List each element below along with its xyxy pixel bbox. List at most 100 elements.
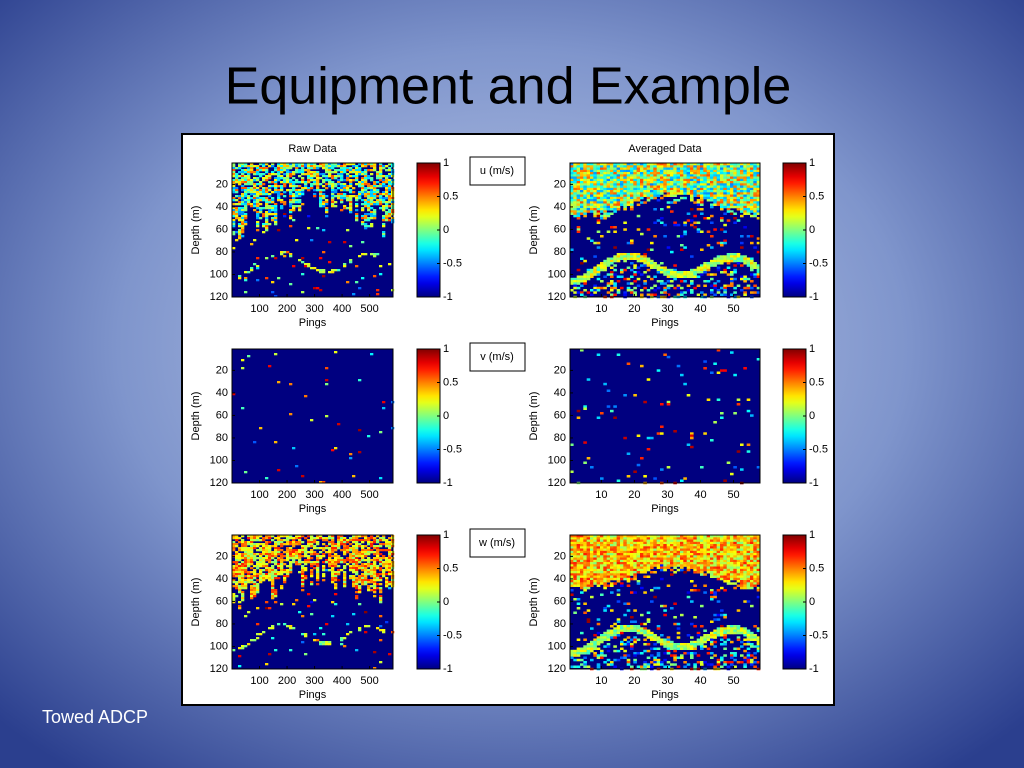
heatmap-cell <box>620 196 624 200</box>
heatmap-cell <box>361 187 365 190</box>
heatmap-cell <box>361 199 365 202</box>
heatmap-cell <box>382 225 386 228</box>
heatmap-cell <box>633 286 637 290</box>
heatmap-cell <box>570 537 574 540</box>
heatmap-cell <box>355 559 359 562</box>
heatmap-cell <box>238 231 242 234</box>
heatmap-cell <box>232 547 236 550</box>
heatmap-cell <box>720 172 724 175</box>
heatmap-cell <box>268 567 272 570</box>
heatmap-cell <box>349 205 353 208</box>
heatmap-cell <box>716 291 721 294</box>
heatmap-cell <box>626 257 631 260</box>
heatmap-cell <box>316 167 320 170</box>
heatmap-cell <box>613 176 617 179</box>
heatmap-cell <box>680 165 684 168</box>
heatmap-cell <box>373 201 377 204</box>
heatmap-cell <box>244 585 248 588</box>
heatmap-cell <box>325 203 329 206</box>
heatmap-cell <box>319 257 323 260</box>
heatmap-cell <box>277 469 281 472</box>
heatmap-cell <box>620 537 624 540</box>
heatmap-cell <box>570 208 574 211</box>
heatmap-cell <box>253 639 257 642</box>
heatmap-cell <box>636 550 641 554</box>
heatmap-cell <box>331 579 335 582</box>
heatmap-cell <box>280 177 284 180</box>
heatmap-cell <box>367 169 371 172</box>
heatmap-cell <box>656 172 661 175</box>
heatmap-cell <box>580 631 584 635</box>
heatmap-cell <box>334 585 338 588</box>
heatmap-cell <box>244 209 248 212</box>
heatmap-cell <box>313 553 317 556</box>
heatmap-cell <box>334 171 338 174</box>
heatmap-cell <box>235 209 239 212</box>
heatmap-cell <box>613 178 617 182</box>
heatmap-cell <box>337 555 341 558</box>
heatmap-cell <box>736 205 741 209</box>
heatmap-cell <box>596 582 601 585</box>
heatmap-cell <box>610 273 614 276</box>
heatmap-cell <box>355 585 359 588</box>
heatmap-cell <box>573 210 577 213</box>
heatmap-cell <box>370 571 374 574</box>
heatmap-cell <box>328 261 332 264</box>
heatmap-cell <box>373 569 377 572</box>
heatmap-cell <box>364 227 368 230</box>
heatmap-cell <box>716 176 721 179</box>
heatmap-cell <box>646 190 651 193</box>
heatmap-cell <box>259 571 263 574</box>
heatmap-cell <box>262 549 266 552</box>
heatmap-cell <box>666 466 671 469</box>
heatmap-cell <box>247 579 251 582</box>
heatmap-cell <box>643 262 647 265</box>
heatmap-cell <box>650 172 654 175</box>
heatmap-cell <box>232 185 236 188</box>
heatmap-cell <box>593 255 597 258</box>
heatmap-cell <box>313 567 317 570</box>
heatmap-cell <box>262 163 266 166</box>
heatmap-cell <box>640 163 644 166</box>
heatmap-cell <box>355 569 359 572</box>
heatmap-cell <box>286 189 290 192</box>
heatmap-cell <box>706 280 711 283</box>
heatmap-cell <box>580 539 584 542</box>
heatmap-cell <box>277 177 281 180</box>
heatmap-cell <box>358 167 362 170</box>
heatmap-cell <box>733 255 737 258</box>
heatmap-cell <box>626 194 631 197</box>
heatmap-cell <box>586 541 591 545</box>
heatmap-cell <box>630 185 634 188</box>
heatmap-cell <box>703 192 707 195</box>
heatmap-cell <box>716 163 721 166</box>
heatmap-cell <box>633 539 637 542</box>
heatmap-cell <box>295 239 299 242</box>
heatmap-cell <box>586 167 591 170</box>
heatmap-cell <box>656 271 661 274</box>
heatmap-cell <box>340 165 344 168</box>
heatmap-cell <box>570 176 574 179</box>
heatmap-cell <box>636 652 641 655</box>
heatmap-cell <box>289 201 293 204</box>
heatmap-cell <box>355 281 359 284</box>
y-tick-label: 100 <box>548 268 566 280</box>
heatmap-cell <box>250 559 254 562</box>
heatmap-cell <box>656 219 661 222</box>
heatmap-cell <box>570 190 574 193</box>
heatmap-cell <box>586 539 591 542</box>
heatmap-cell <box>706 167 711 170</box>
heatmap-cell <box>693 178 697 182</box>
heatmap-cell <box>730 259 734 263</box>
heatmap-cell <box>268 535 272 538</box>
heatmap-cell <box>623 221 627 224</box>
heatmap-cell <box>576 541 581 545</box>
heatmap-cell <box>696 201 701 204</box>
heatmap-cell <box>720 203 724 206</box>
heatmap-cell <box>593 575 597 578</box>
heatmap-cell <box>343 573 347 576</box>
heatmap-cell <box>583 194 587 197</box>
heatmap-cell <box>244 541 248 544</box>
heatmap-cell <box>596 553 601 556</box>
heatmap-cell <box>280 253 284 256</box>
